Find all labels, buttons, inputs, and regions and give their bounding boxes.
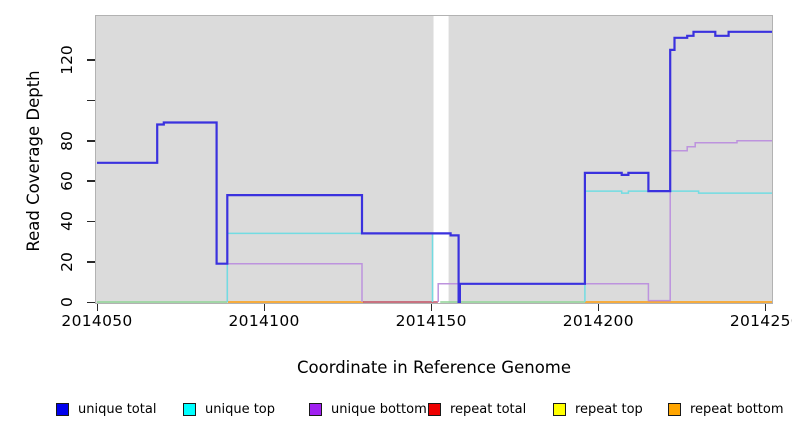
- series-unique-top-line: [226, 232, 434, 302]
- series-unique-bottom-line: [437, 139, 772, 302]
- legend-item-repeat-bottom: repeat bottom: [668, 399, 784, 419]
- legend-label: repeat total: [450, 401, 527, 417]
- legend-swatch-icon: [428, 402, 441, 416]
- plot-area: [95, 15, 773, 304]
- legend-swatch-icon: [668, 402, 681, 416]
- y-axis-tick: [87, 99, 95, 102]
- series-unique-total-line: [97, 30, 772, 303]
- y-axis-tick: [87, 220, 95, 223]
- x-tick-label: 2014200: [562, 312, 634, 330]
- y-tick-label: 120: [58, 45, 76, 75]
- legend-swatch-icon: [309, 402, 322, 416]
- legend-item-unique-top: unique top: [183, 399, 275, 419]
- x-axis-tick: [597, 304, 600, 311]
- legend: unique total unique top unique bottom repea…: [0, 399, 792, 419]
- x-axis-tick: [263, 304, 265, 311]
- legend-swatch-icon: [553, 402, 566, 416]
- legend-item-unique-bottom: unique bottom: [309, 399, 427, 419]
- x-axis-title: Coordinate in Reference Genome: [296, 358, 572, 377]
- y-tick-label: 80: [58, 130, 76, 151]
- legend-label: unique bottom: [331, 401, 427, 417]
- legend-swatch-icon: [56, 402, 69, 416]
- legend-label: repeat top: [575, 401, 643, 417]
- legend-item-repeat-top: repeat top: [553, 399, 643, 419]
- y-axis-title: Read Coverage Depth: [24, 70, 43, 252]
- x-tick-label: 2014150: [395, 312, 467, 330]
- x-tick-label: 2014050: [61, 312, 133, 330]
- legend-label: unique top: [205, 401, 276, 417]
- legend-item-repeat-total: repeat total: [428, 399, 526, 419]
- x-axis-tick: [764, 304, 767, 311]
- x-tick-label: 2014100: [228, 312, 300, 330]
- y-axis-tick: [87, 59, 95, 61]
- y-axis-tick: [87, 180, 95, 182]
- legend-label: unique total: [78, 401, 157, 417]
- legend-item-unique-total: unique total: [56, 399, 156, 419]
- y-axis-tick: [87, 140, 95, 142]
- legend-label: repeat bottom: [690, 401, 784, 417]
- series-unique-top-line: [584, 190, 772, 302]
- coverage-chart: [97, 16, 772, 303]
- legend-swatch-icon: [183, 402, 196, 416]
- y-axis-tick: [87, 261, 95, 263]
- x-axis-tick: [430, 304, 433, 311]
- y-axis-tick: [87, 301, 95, 303]
- x-axis-tick: [96, 304, 98, 311]
- series-unique-bottom-line: [226, 262, 363, 302]
- no-data-band: [433, 16, 449, 303]
